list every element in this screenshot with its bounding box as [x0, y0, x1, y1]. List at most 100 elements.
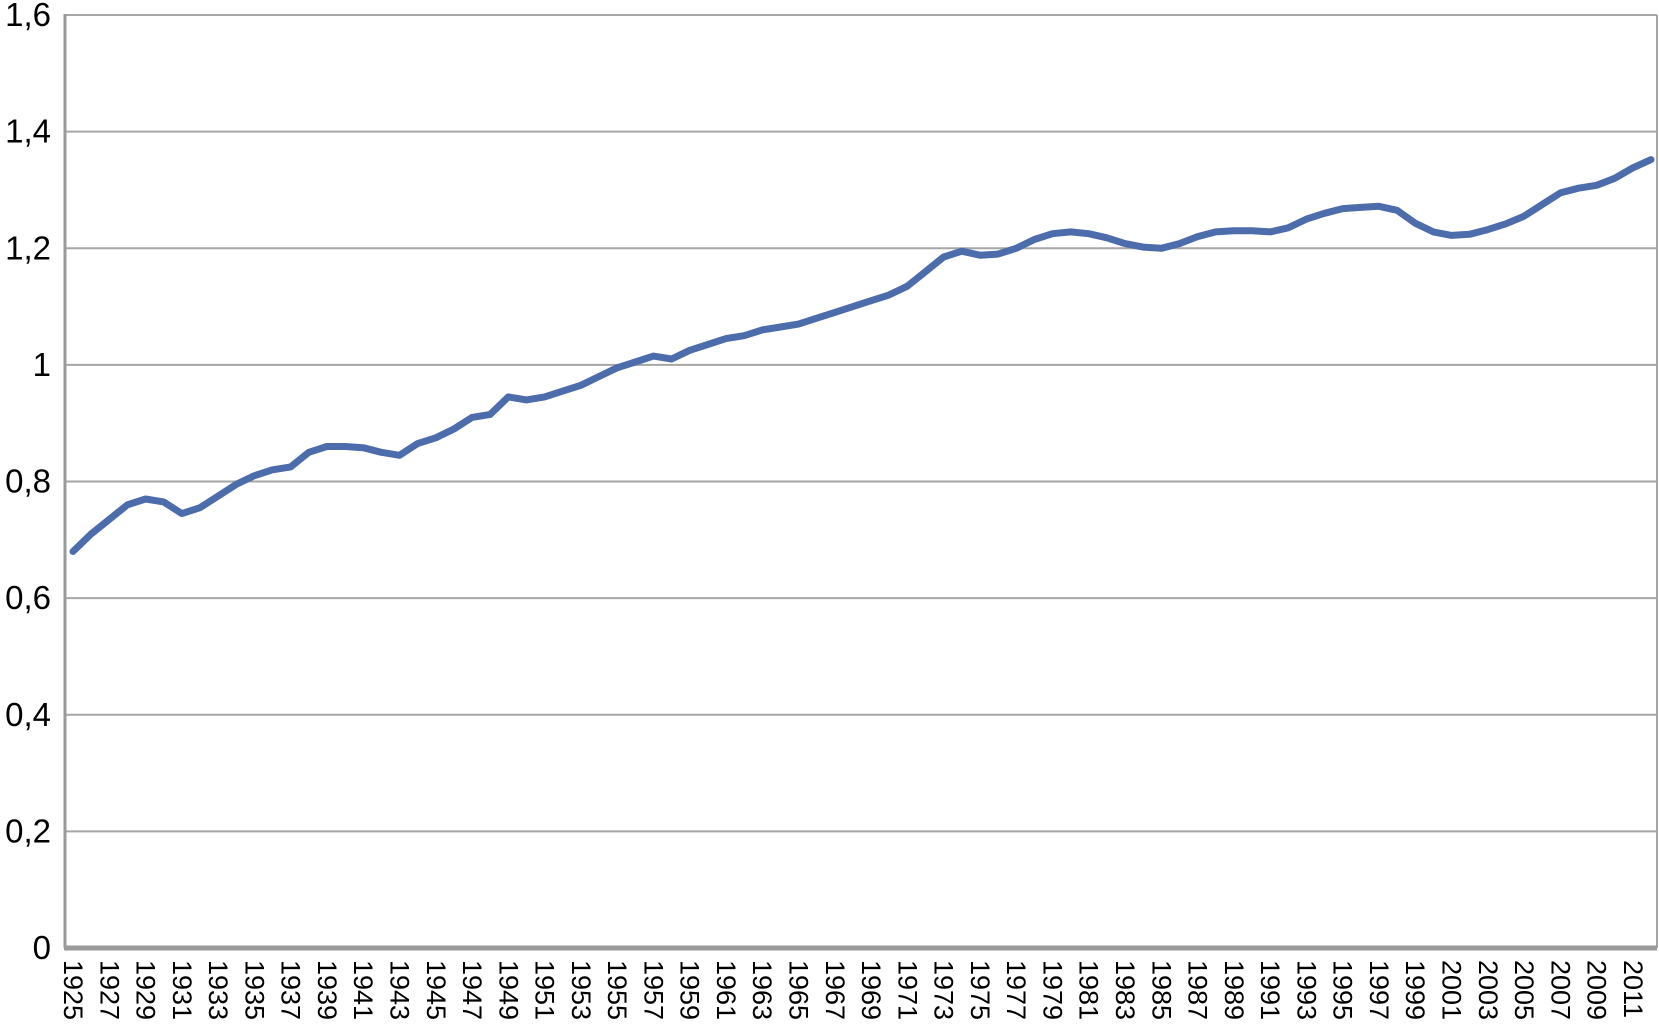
x-axis-tick-label: 1951: [530, 960, 560, 1020]
x-axis-tick-label: 1995: [1328, 960, 1358, 1020]
x-axis-tick: 1977: [1001, 960, 1031, 1020]
x-axis-tick: 1991: [1255, 960, 1285, 1020]
x-axis-tick: 1939: [312, 960, 342, 1020]
x-axis-tick: 1941: [348, 960, 378, 1020]
x-axis-tick: 1963: [747, 960, 777, 1020]
y-axis-tick-label: 1,2: [5, 229, 51, 266]
x-axis-tick-label: 1959: [675, 960, 705, 1020]
x-axis-tick: 1931: [167, 960, 197, 1020]
y-axis-tick-label: 1,6: [5, 0, 51, 33]
x-axis-tick: 1973: [929, 960, 959, 1020]
x-axis-tick-label: 1991: [1255, 960, 1285, 1020]
x-axis-tick: 1967: [820, 960, 850, 1020]
x-axis-tick-label: 1953: [566, 960, 596, 1020]
x-axis-tick-label: 2009: [1582, 960, 1612, 1020]
x-axis-tick-label: 1977: [1001, 960, 1031, 1020]
x-axis-tick: 1983: [1110, 960, 1140, 1020]
x-axis-tick-label: 1933: [203, 960, 233, 1020]
x-axis-tick: 1927: [94, 960, 124, 1020]
x-axis-tick-label: 1967: [820, 960, 850, 1020]
x-axis-tick: 1947: [457, 960, 487, 1020]
x-axis-tick-label: 1985: [1146, 960, 1176, 1020]
x-axis-tick: 2005: [1509, 960, 1539, 1020]
x-axis-tick-label: 1943: [384, 960, 414, 1020]
x-axis-tick: 1951: [530, 960, 560, 1020]
x-axis-tick: 1935: [239, 960, 269, 1020]
x-axis-tick: 1971: [892, 960, 922, 1020]
x-axis-tick-label: 2011: [1618, 960, 1648, 1018]
y-axis-tick-label: 0,6: [5, 579, 51, 616]
x-axis-tick-label: 1965: [784, 960, 814, 1020]
x-axis-tick-label: 1945: [421, 960, 451, 1020]
x-axis-tick: 1933: [203, 960, 233, 1020]
x-axis-tick: 1945: [421, 960, 451, 1020]
x-axis-tick: 1975: [965, 960, 995, 1020]
x-axis-tick-label: 1957: [638, 960, 668, 1020]
x-axis-tick-label: 1971: [892, 960, 922, 1020]
x-axis-tick-label: 1929: [131, 960, 161, 1020]
x-axis-tick: 1961: [711, 960, 741, 1020]
x-axis-tick: 1995: [1328, 960, 1358, 1020]
x-axis-tick: 1985: [1146, 960, 1176, 1020]
x-axis-tick-label: 2001: [1436, 960, 1466, 1020]
x-axis-tick: 1965: [784, 960, 814, 1020]
x-axis-tick-label: 1939: [312, 960, 342, 1020]
x-axis-tick: 1955: [602, 960, 632, 1020]
x-axis-tick: 1949: [493, 960, 523, 1020]
x-axis-tick-label: 1927: [94, 960, 124, 1020]
x-axis-tick: 2003: [1473, 960, 1503, 1020]
y-axis-tick-label: 0,8: [5, 463, 51, 500]
x-axis-tick: 1957: [638, 960, 668, 1020]
x-axis-tick-label: 1963: [747, 960, 777, 1020]
x-axis-tick-label: 1975: [965, 960, 995, 1020]
y-axis-tick-label: 0,2: [5, 812, 51, 849]
y-axis-tick-label: 1: [33, 346, 51, 383]
x-axis-tick-label: 1987: [1183, 960, 1213, 1020]
x-axis-tick-label: 1981: [1074, 960, 1104, 1020]
x-axis-tick-label: 1949: [493, 960, 523, 1020]
x-axis-tick: 2009: [1582, 960, 1612, 1020]
x-axis-tick-label: 1969: [856, 960, 886, 1020]
x-axis-tick-label: 1973: [929, 960, 959, 1020]
x-axis-tick: 1937: [276, 960, 306, 1020]
x-axis-tick: 1997: [1364, 960, 1394, 1020]
x-axis-tick-label: 1947: [457, 960, 487, 1020]
y-axis-tick-label: 0: [33, 929, 51, 966]
x-axis-tick: 1943: [384, 960, 414, 1020]
x-axis-tick-label: 1989: [1219, 960, 1249, 1020]
data-series-line: [69, 156, 1655, 555]
x-axis-tick-label: 1999: [1400, 960, 1430, 1020]
x-axis-tick-label: 1931: [167, 960, 197, 1020]
x-axis-tick: 1999: [1400, 960, 1430, 1020]
x-axis-tick: 2011: [1618, 960, 1648, 1018]
x-axis-tick: 1989: [1219, 960, 1249, 1020]
x-axis-tick-label: 2005: [1509, 960, 1539, 1020]
x-axis-tick: 1953: [566, 960, 596, 1020]
x-axis-tick-label: 1937: [276, 960, 306, 1020]
x-axis-tick-label: 1979: [1037, 960, 1067, 1020]
x-axis-tick: 1929: [131, 960, 161, 1020]
x-axis-tick-label: 1997: [1364, 960, 1394, 1020]
x-axis-tick-label: 1941: [348, 960, 378, 1020]
x-axis-tick: 1925: [58, 960, 88, 1020]
x-axis-tick-label: 1935: [239, 960, 269, 1020]
x-axis-tick: 1993: [1291, 960, 1321, 1020]
y-axis-tick-label: 0,4: [5, 696, 51, 733]
x-axis-tick-label: 1993: [1291, 960, 1321, 1020]
x-axis-tick-label: 2003: [1473, 960, 1503, 1020]
x-axis-tick: 1959: [675, 960, 705, 1020]
x-axis-tick-label: 2007: [1545, 960, 1575, 1020]
x-axis-tick-label: 1983: [1110, 960, 1140, 1020]
y-axis-tick-label: 1,4: [5, 113, 51, 150]
x-axis-tick-label: 1961: [711, 960, 741, 1020]
x-axis-tick: 2001: [1436, 960, 1466, 1020]
x-axis-tick-label: 1955: [602, 960, 632, 1020]
x-axis-tick-label: 1925: [58, 960, 88, 1020]
x-axis-tick: 2007: [1545, 960, 1575, 1020]
x-axis-tick: 1969: [856, 960, 886, 1020]
x-axis-tick: 1987: [1183, 960, 1213, 1020]
x-axis-tick: 1981: [1074, 960, 1104, 1020]
